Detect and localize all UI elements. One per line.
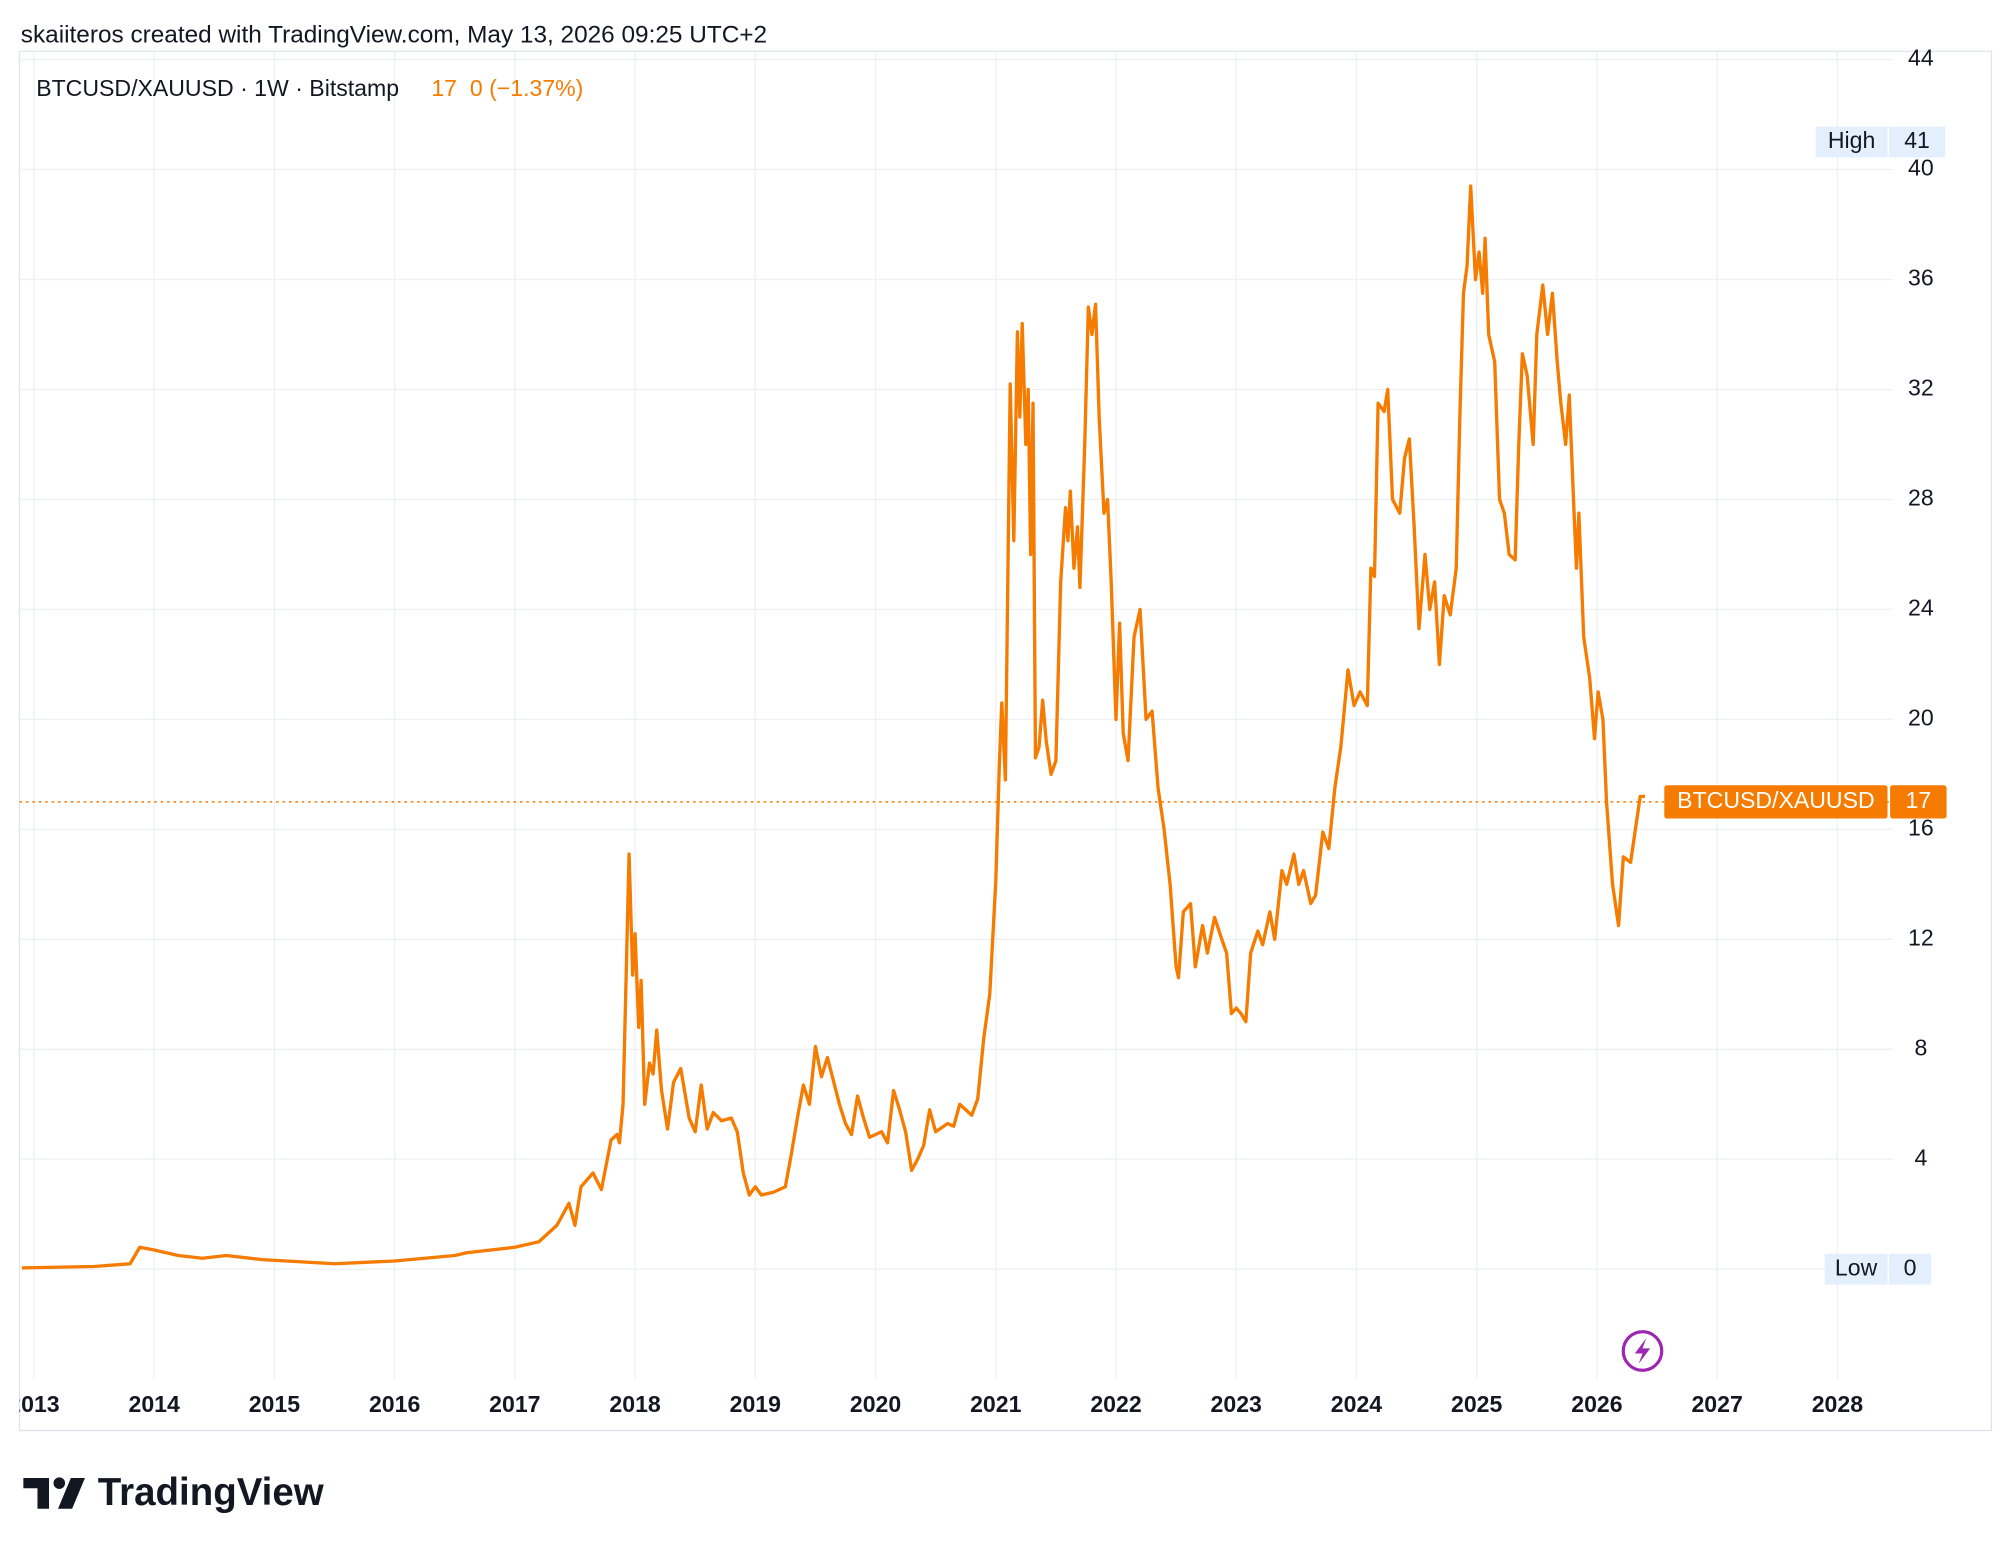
y-tick-label: 44: [1908, 45, 1934, 71]
x-tick-label: 2016: [369, 1391, 420, 1417]
y-tick-label: 32: [1908, 375, 1934, 401]
high-name: High: [1828, 127, 1875, 153]
legend-value: 17: [431, 75, 457, 101]
y-axis: 048121620242832364044: [1908, 45, 1934, 1281]
x-tick-label: 2024: [1331, 1391, 1383, 1417]
legend-title: BTCUSD/XAUUSD · 1W · Bitstamp: [36, 75, 399, 101]
y-tick-label: 40: [1908, 155, 1934, 181]
x-tick-label: 2015: [249, 1391, 301, 1417]
legend-change: 0 (−1.37%): [470, 75, 584, 101]
high-name-box: [1815, 126, 1888, 158]
series-label-box: [1664, 785, 1888, 819]
y-tick-label: 28: [1908, 485, 1934, 511]
high-value-box: [1888, 126, 1946, 158]
last-price-box: [1890, 785, 1947, 819]
last-price-label: 17: [1906, 787, 1932, 813]
logo-text: TradingView: [98, 1471, 324, 1514]
x-tick-label: 2013: [8, 1391, 59, 1417]
y-tick-label: 8: [1914, 1034, 1927, 1060]
logo: TradingView: [23, 1471, 324, 1514]
y-tick-label: 20: [1908, 704, 1934, 730]
price-line: [21, 184, 1646, 1270]
header: skaiiteros created with TradingView.com,…: [21, 21, 767, 48]
x-tick-label: 2028: [1812, 1391, 1864, 1417]
x-tick-label: 2026: [1571, 1391, 1622, 1417]
x-tick-label: 2021: [970, 1391, 1022, 1417]
low-value-box: [1888, 1253, 1932, 1285]
y-tick-label: 36: [1908, 265, 1934, 291]
low-name: Low: [1835, 1254, 1878, 1280]
y-tick-label: 12: [1908, 924, 1934, 950]
x-tick-label: 2025: [1451, 1391, 1503, 1417]
low-name-box: [1824, 1253, 1888, 1285]
x-tick-label: 2020: [850, 1391, 901, 1417]
series-label: BTCUSD/XAUUSD: [1677, 787, 1874, 813]
x-tick-label: 2018: [609, 1391, 661, 1417]
x-tick-label: 2023: [1211, 1391, 1262, 1417]
x-tick-label: 2019: [730, 1391, 781, 1417]
grid: [19, 51, 1893, 1380]
alert-icon[interactable]: [1621, 1330, 1664, 1372]
y-tick-label: 24: [1908, 595, 1934, 621]
x-tick-label: 2014: [128, 1391, 180, 1417]
plot: [19, 184, 1893, 1270]
low-value: 0: [1904, 1254, 1917, 1280]
y-tick-label: 4: [1914, 1144, 1927, 1170]
high-value: 41: [1904, 127, 1930, 153]
frame: [18, 50, 1993, 1432]
price-labels: BTCUSD/XAUUSD 17 High 41 Low 0: [1664, 126, 1947, 1285]
x-tick-label: 2027: [1691, 1391, 1742, 1417]
x-axis: 2013 2014 2015 2016 2017 2018 2019 2020 2021 2022…: [8, 1391, 1864, 1417]
y-tick-label: 16: [1908, 814, 1934, 840]
x-tick-label: 2022: [1090, 1391, 1141, 1417]
x-tick-label: 2017: [489, 1391, 540, 1417]
